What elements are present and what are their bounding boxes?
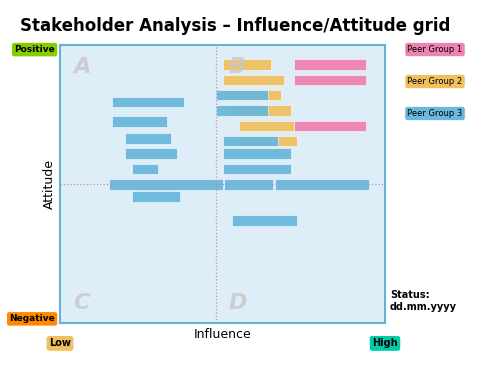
Bar [232,215,297,226]
Bar [222,74,284,85]
Bar [222,136,278,146]
Bar [294,59,366,70]
Bar [109,179,222,190]
Bar [125,133,170,144]
Bar [294,121,366,131]
Bar [216,90,268,100]
Bar [112,116,167,127]
Bar [224,179,273,190]
Bar [112,97,184,108]
Bar [132,191,180,202]
Bar [239,136,297,146]
Text: High: High [372,338,398,349]
Bar [222,149,291,159]
Text: Peer Group 3: Peer Group 3 [408,109,463,118]
Bar [132,164,158,174]
Text: Peer Group 2: Peer Group 2 [408,77,463,86]
Text: Stakeholder Analysis – Influence/Attitude grid: Stakeholder Analysis – Influence/Attitud… [20,17,450,35]
Bar [229,105,291,116]
Bar [216,105,268,116]
Text: D: D [229,293,248,314]
Text: Status:
dd.mm.yyyy: Status: dd.mm.yyyy [390,291,457,312]
Text: Negative: Negative [9,314,55,323]
Text: Low: Low [49,338,71,349]
Text: Peer Group 1: Peer Group 1 [408,45,463,54]
Bar [239,121,294,131]
Y-axis label: Attitude: Attitude [43,159,56,209]
Bar [222,59,271,70]
Bar [222,90,281,100]
Bar [274,179,369,190]
Text: A: A [73,57,90,77]
Bar [125,149,177,159]
Text: C: C [73,293,90,314]
Text: B: B [229,57,246,77]
Bar [222,164,291,174]
Text: Positive: Positive [14,45,55,54]
Bar [294,74,366,85]
X-axis label: Influence: Influence [194,327,252,341]
